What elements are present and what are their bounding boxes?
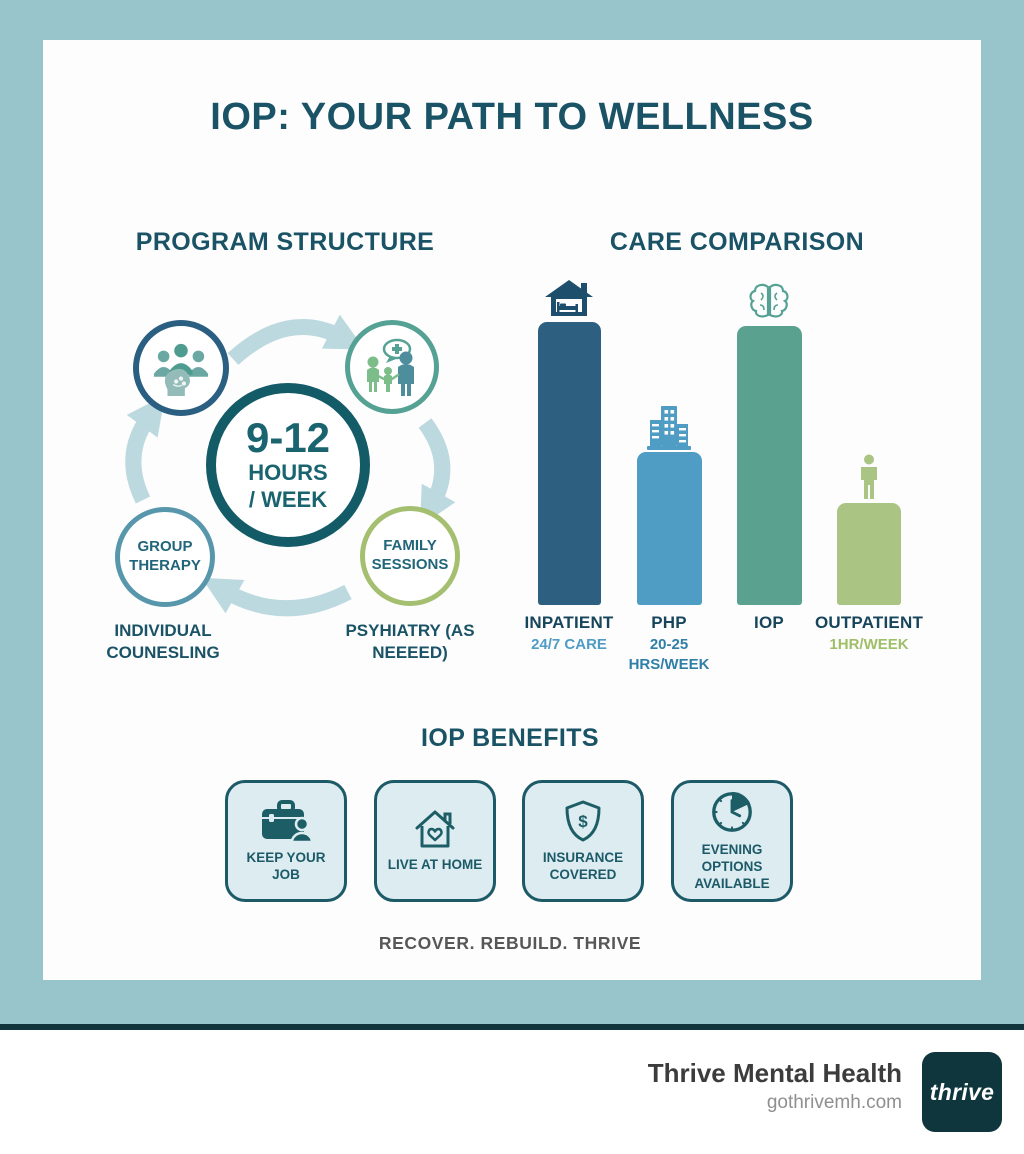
- bar-inpatient: [538, 322, 601, 605]
- thrive-logo-text: thrive: [929, 1078, 995, 1105]
- dollar-glyph: $: [578, 812, 588, 831]
- hours-per-week-circle: 9-12 HOURS / WEEK: [206, 383, 370, 547]
- family-sessions-text-node: FAMILY SESSIONS: [360, 506, 460, 606]
- cycle-arrows: [125, 314, 456, 617]
- group-therapy-node: GROUP THERAPY: [115, 507, 215, 607]
- website-url: gothrivemh.com: [766, 1092, 902, 1113]
- family-sessions-node: [345, 320, 439, 414]
- clock-icon: [712, 792, 752, 833]
- shield-dollar-icon: $: [565, 800, 601, 842]
- bar-label-outpatient: OUTPATIENT 1HR/WEEK: [814, 613, 924, 653]
- family-counseling-icon: [367, 338, 414, 396]
- benefit-card-evening-options: EVENING OPTIONS AVAILABLE: [671, 780, 793, 902]
- bar-label-iop: IOP: [754, 613, 784, 632]
- footer: Thrive Mental Health gothrivemh.com thri…: [0, 1030, 1024, 1154]
- group-brain-icon: [153, 343, 209, 397]
- psychiatry-label: PSYHIATRY (AS NEEEED): [345, 621, 475, 663]
- bar-php: [637, 452, 702, 605]
- poster-card: IOP: YOUR PATH TO WELLNESS PROGRAM STRUC…: [43, 40, 981, 980]
- hours-value: 9-12: [245, 413, 331, 461]
- family-sessions-label: FAMILY SESSIONS: [371, 537, 449, 573]
- arrow-left: [125, 395, 165, 504]
- teal-frame: IOP: YOUR PATH TO WELLNESS PROGRAM STRUC…: [0, 0, 1024, 1024]
- individual-counseling-node: [133, 320, 229, 416]
- footer-divider: [0, 1024, 1024, 1030]
- care-comparison-heading: CARE COMPARISON: [609, 228, 865, 256]
- program-structure-heading: PROGRAM STRUCTURE: [135, 228, 435, 256]
- tagline: RECOVER. REBUILD. THRIVE: [378, 933, 642, 953]
- bar-outpatient: [837, 503, 901, 605]
- page-title: IOP: YOUR PATH TO WELLNESS: [210, 96, 814, 138]
- building-icon: [647, 406, 691, 450]
- hours-unit: HOURS: [248, 459, 328, 485]
- individual-counseling-label: INDIVIDUAL COUNESLING: [106, 621, 220, 663]
- brand-name: Thrive Mental Health: [647, 1058, 902, 1088]
- benefit-card-insurance-covered: $ INSURANCE COVERED: [522, 780, 644, 902]
- brain-icon: [749, 283, 789, 318]
- bar-label-php: PHP 20-25 HRS/WEEK: [628, 613, 710, 673]
- benefit-card-keep-your-job: KEEP YOUR JOB: [225, 780, 347, 902]
- arrow-top: [227, 314, 365, 365]
- house-bed-icon: [545, 280, 593, 316]
- iop-benefits-heading: IOP BENEFITS: [421, 724, 599, 752]
- benefit-card-live-at-home: LIVE AT HOME: [374, 780, 496, 902]
- arrow-bottom: [201, 577, 352, 617]
- bar-label-inpatient: INPATIENT 24/7 CARE: [524, 613, 614, 653]
- house-heart-icon: [415, 810, 455, 848]
- bar-iop: [737, 326, 802, 605]
- arrow-right: [418, 418, 456, 527]
- person-icon: [861, 454, 877, 499]
- thrive-logo: thrive: [922, 1052, 1002, 1132]
- group-therapy-label: GROUP THERAPY: [129, 538, 201, 574]
- hours-unit2: / WEEK: [248, 487, 328, 512]
- briefcase-person-icon: [262, 799, 313, 843]
